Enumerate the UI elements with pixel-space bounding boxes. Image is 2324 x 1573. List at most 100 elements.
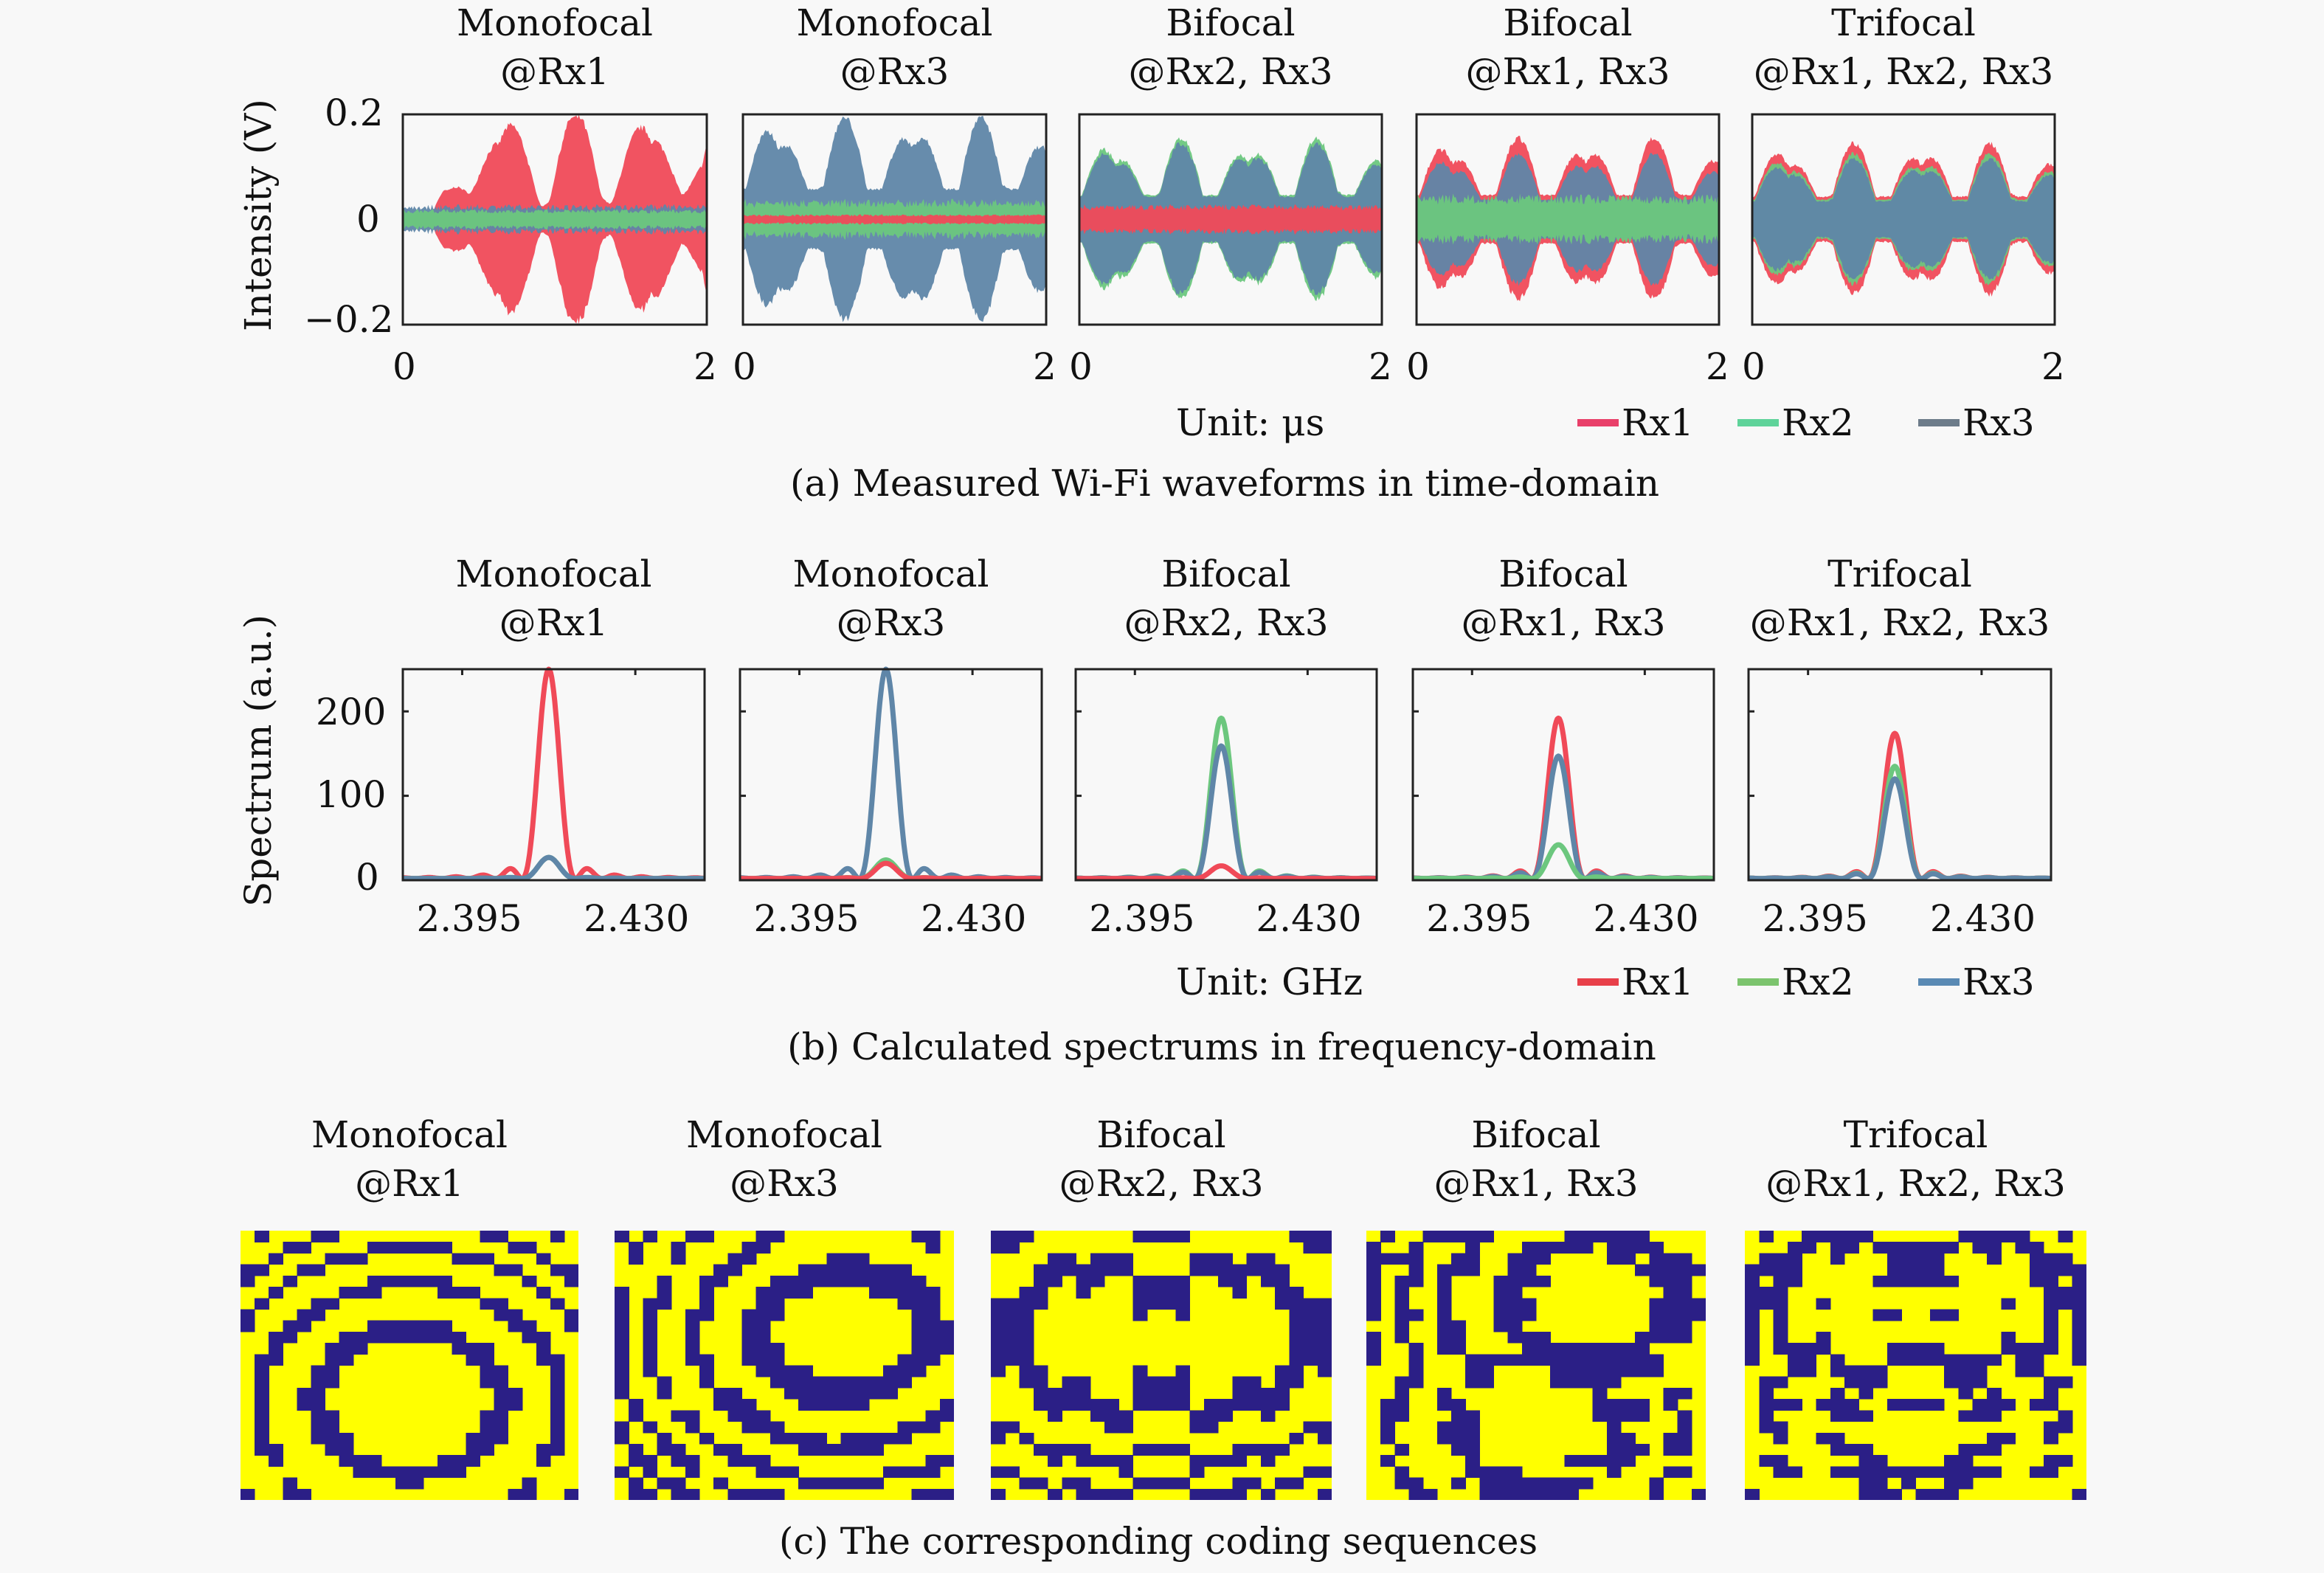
coding-cell-one — [381, 1275, 396, 1287]
coding-cell-one — [1005, 1298, 1020, 1310]
coding-cell-one — [2044, 1253, 2059, 1265]
coding-cell-one — [1062, 1264, 1077, 1276]
coding-cell-one — [508, 1320, 523, 1332]
legend-label: Rx1 — [1622, 401, 1694, 444]
coding-cell-one — [1830, 1443, 1845, 1456]
coding-cell-one — [367, 1455, 382, 1467]
coding-cell-one — [741, 1343, 757, 1355]
coding-cell-one — [699, 1432, 714, 1445]
coding-cell-one — [1175, 1387, 1191, 1400]
coding-cell-one — [367, 1287, 382, 1299]
coding-cell-one — [1033, 1275, 1048, 1287]
coding-cell-one — [1232, 1443, 1248, 1456]
coding-cell-one — [869, 1264, 884, 1276]
coding-cell-one — [381, 1320, 396, 1332]
coding-cell-one — [840, 1376, 856, 1389]
coding-cell-one — [755, 1298, 771, 1310]
panel-title-line2: @Rx2, Rx3 — [1128, 50, 1333, 93]
coding-cell-one — [1635, 1331, 1650, 1344]
coding-cell-one — [423, 1242, 438, 1254]
legend-swatch — [1918, 978, 1960, 986]
coding-cell-one — [741, 1455, 757, 1467]
coding-cell-one — [840, 1443, 856, 1456]
coding-cell-one — [615, 1309, 629, 1321]
coding-cell-one — [1592, 1376, 1608, 1389]
coding-cell-one — [657, 1376, 672, 1389]
coding-cell-one — [1033, 1264, 1048, 1276]
coding-cell-one — [939, 1399, 954, 1411]
coding-cell-one — [1048, 1264, 1062, 1276]
coding-cell-one — [2072, 1287, 2086, 1299]
panel-title-line1: Monofocal — [456, 1, 653, 44]
coding-cell-one — [1663, 1287, 1678, 1299]
coding-cell-one — [755, 1410, 771, 1422]
coding-cell-one — [770, 1309, 785, 1321]
coding-cell-one — [1649, 1298, 1664, 1310]
coding-cell-one — [1759, 1387, 1774, 1400]
coding-cell-one — [494, 1365, 509, 1377]
coding-cell-one — [1019, 1354, 1034, 1366]
coding-cell-one — [770, 1298, 785, 1310]
coding-cell-one — [869, 1287, 884, 1299]
coding-cell-one — [1691, 1298, 1706, 1310]
coding-cell-one — [564, 1264, 578, 1276]
coding-cell-one — [1175, 1231, 1191, 1242]
coding-cell-one — [1408, 1376, 1424, 1389]
coding-cell-one — [1550, 1343, 1565, 1355]
coding-cell-one — [770, 1354, 785, 1366]
coding-cell-one — [1929, 1242, 1945, 1254]
coding-cell-one — [1663, 1399, 1678, 1411]
coding-cell-one — [1677, 1253, 1692, 1265]
coding-cell-one — [1175, 1443, 1191, 1456]
spectrum-line-rx3 — [738, 666, 1044, 882]
coding-cell-one — [1592, 1410, 1608, 1422]
coding-cell-one — [2029, 1365, 2044, 1377]
coding-cell-one — [1677, 1287, 1692, 1299]
coding-cell-one — [1872, 1275, 1888, 1287]
coding-cell-one — [755, 1343, 771, 1355]
x-tick-0: 0 — [1406, 345, 1430, 388]
coding-cell-one — [381, 1331, 396, 1344]
x-tick-0: 0 — [733, 345, 756, 388]
panel-title-a-2: Monofocal @Rx3 — [710, 0, 1079, 96]
coding-cell-one — [1118, 1488, 1134, 1500]
x-tick-2.395: 2.395 — [1762, 897, 1868, 940]
coding-cell-one — [1929, 1488, 1945, 1500]
coding-cell-one — [685, 1410, 700, 1422]
coding-cell-one — [1422, 1488, 1438, 1500]
coding-cell-one — [1317, 1343, 1332, 1355]
coding-cell-one — [897, 1365, 913, 1377]
coding-cell-one — [615, 1231, 629, 1242]
waveform-rx2 — [1417, 193, 1719, 245]
coding-cell-one — [1550, 1242, 1565, 1254]
coding-cell-one — [770, 1376, 785, 1389]
coding-cell-one — [798, 1443, 813, 1456]
coding-cell-one — [1521, 1354, 1537, 1366]
coding-cell-one — [2044, 1387, 2059, 1400]
coding-cell-one — [325, 1231, 340, 1242]
panel-title-line1: Bifocal — [1166, 1, 1296, 44]
coding-cell-one — [1019, 1320, 1034, 1332]
coding-cell-one — [911, 1298, 927, 1310]
coding-cell-one — [438, 1331, 452, 1344]
coding-cell-one — [550, 1264, 565, 1276]
coding-cell-one — [1663, 1298, 1678, 1310]
coding-cell-one — [1621, 1242, 1636, 1254]
coding-cell-one — [1147, 1231, 1162, 1242]
coding-cell-one — [671, 1242, 686, 1254]
plot-frame — [1074, 668, 1378, 882]
coding-cell-one — [643, 1466, 658, 1479]
coding-cell-one — [1380, 1410, 1395, 1422]
coding-cell-one — [1745, 1309, 1760, 1321]
x-tick-0: 0 — [1742, 345, 1766, 388]
coding-grid-5 — [1745, 1231, 2086, 1500]
coding-cell-one — [1147, 1399, 1162, 1411]
coding-cell-one — [1132, 1376, 1148, 1389]
coding-cell-one — [2029, 1343, 2044, 1355]
coding-cell-one — [1649, 1477, 1664, 1490]
coding-cell-one — [911, 1231, 927, 1242]
legend-item-rx1: Rx1 — [1577, 961, 1694, 1003]
coding-cell-one — [1759, 1410, 1774, 1422]
coding-cell-one — [1606, 1443, 1622, 1456]
coding-cell-one — [466, 1253, 481, 1265]
